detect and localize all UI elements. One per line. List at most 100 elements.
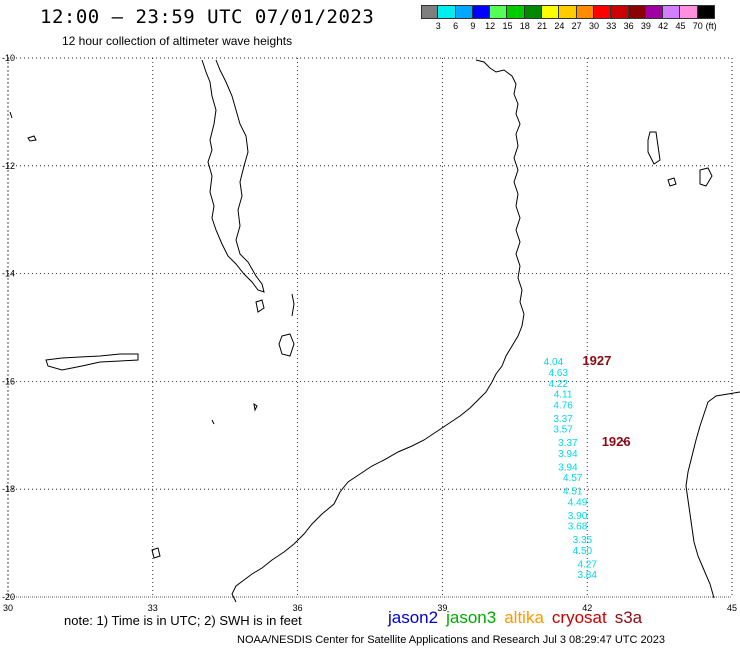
longitude-tick-label: 42 [582, 603, 592, 613]
swh-value-label: 4.27 [577, 559, 597, 570]
color-swatch [593, 5, 612, 19]
color-scale-tick: 33 [606, 21, 617, 31]
color-swatch [611, 5, 629, 19]
river-feature [211, 419, 215, 425]
color-scale-legend: 3 6 9 12 15 18 21 24 27 30 33 36 39 42 45 70 (ft) [421, 5, 717, 31]
color-scale-tick: 27 [571, 21, 582, 31]
satellite-legend-item: jason3 [446, 608, 497, 627]
color-swatch [542, 5, 560, 19]
longitude-tick-label: 36 [293, 603, 303, 613]
swh-value-label: 4.04 [544, 357, 564, 368]
color-swatch [490, 5, 508, 19]
color-swatch [455, 5, 473, 19]
swh-value-label: 3.57 [553, 425, 573, 436]
pass-number-label: 1926 [602, 434, 631, 449]
longitude-tick-label: 33 [148, 603, 158, 613]
swh-value-label: 3.35 [573, 535, 593, 546]
satellite-legend-item: s3a [614, 608, 643, 627]
color-scale-tick: 42 [658, 21, 669, 31]
satellite-legend-item: cryosat [551, 608, 607, 627]
small-lake-outline [253, 402, 258, 412]
map-grid [7, 57, 733, 598]
color-swatch [576, 5, 594, 19]
color-scale-swatches [421, 5, 716, 19]
shire-river [291, 293, 295, 317]
color-swatch [559, 5, 577, 19]
color-scale-tick: 6 [453, 21, 459, 31]
color-swatch [472, 5, 491, 19]
color-swatch [697, 5, 716, 19]
small-lake-outline [151, 547, 161, 559]
latitude-tick-label: -12 [2, 161, 15, 171]
lake-malawi-outline [201, 59, 265, 293]
color-scale-tick: 70 [692, 21, 703, 31]
anjouan-outline [699, 167, 713, 187]
color-swatch [421, 5, 439, 19]
east-africa-coastline [231, 59, 525, 603]
small-lake-outline [9, 111, 13, 119]
swh-value-label: 3.68 [568, 522, 588, 533]
river-feature [621, 439, 625, 443]
swh-value-label: 4.49 [568, 497, 588, 508]
color-scale-tick: 30 [588, 21, 600, 31]
swh-value-label: 3.37 [558, 438, 578, 449]
satellite-legend-item: jason2 [388, 608, 439, 627]
satellite-passes: 1927 1926 [582, 353, 630, 449]
color-scale-tick: 45 [675, 21, 686, 31]
color-scale-tick: 12 [485, 21, 496, 31]
swh-value-label: 4.50 [573, 546, 593, 557]
moheli-outline [667, 177, 677, 187]
swh-value-label: 4.63 [549, 368, 569, 379]
color-swatch [645, 5, 664, 19]
color-swatch [663, 5, 681, 19]
swh-value-label: 3.84 [577, 570, 597, 581]
swh-value-label: 4.51 [563, 487, 583, 498]
footer-credit: NOAA/NESDIS Center for Satellite Applica… [237, 634, 666, 646]
color-swatch [438, 5, 456, 19]
swh-value-label: 3.90 [568, 511, 588, 522]
swh-value-label: 4.57 [563, 473, 583, 484]
color-scale-labels: 3 6 9 12 15 18 21 24 27 30 33 36 39 42 45 70 (ft) [421, 19, 717, 31]
color-swatch [507, 5, 525, 19]
longitude-tick-label: 30 [3, 603, 13, 613]
swh-value-label: 3.94 [558, 449, 578, 460]
color-scale-tick: 15 [502, 21, 513, 31]
swh-value-label: 4.76 [553, 400, 573, 411]
latitude-tick-label: -10 [2, 53, 15, 63]
longitude-tick-label: 39 [437, 603, 447, 613]
pass-number-label: 1927 [582, 353, 611, 368]
color-scale-tick: 3 [435, 21, 441, 31]
latitude-tick-label: -16 [2, 376, 15, 386]
grande-comore-outline [647, 131, 661, 165]
lake-malombe-outline [255, 299, 265, 313]
color-scale-tick: 21 [537, 21, 548, 31]
color-scale-tick: 18 [519, 21, 530, 31]
coastlines [9, 59, 740, 603]
color-scale-unit: (ft) [705, 21, 717, 31]
lake-kariba-outline [45, 353, 139, 371]
color-scale-tick: 9 [470, 21, 476, 31]
map-frame [7, 57, 733, 598]
color-swatch [680, 5, 698, 19]
small-lake-outline [27, 135, 37, 142]
longitude-tick-label: 45 [727, 603, 737, 613]
color-scale-tick: 39 [640, 21, 651, 31]
swh-observations: 4.044.634.224.114.763.373.573.373.943.94… [544, 357, 598, 581]
chart-subtitle: 12 hour collection of altimeter wave hei… [62, 34, 293, 48]
color-swatch [524, 5, 543, 19]
swh-value-label: 4.22 [549, 379, 569, 390]
latitude-tick-label: -20 [2, 592, 15, 602]
color-swatch [628, 5, 646, 19]
swh-value-label: 3.94 [558, 462, 578, 473]
latitude-tick-label: -14 [2, 269, 15, 279]
lake-chilwa-outline [278, 333, 295, 357]
footer-note: note: 1) Time is in UTC; 2) SWH is in fe… [64, 613, 302, 628]
madagascar-coastline [685, 391, 740, 599]
color-scale-tick: 36 [623, 21, 634, 31]
satellite-legend: jason2 jason3 altika cryosat s3a [388, 608, 650, 628]
satellite-legend-item: altika [504, 608, 544, 627]
axis-labels: 30 33 36 39 42 45 -10 -12 -14 -16 -18 -20 [2, 53, 737, 613]
swh-value-label: 3.37 [553, 414, 573, 425]
color-scale-tick: 24 [554, 21, 565, 31]
